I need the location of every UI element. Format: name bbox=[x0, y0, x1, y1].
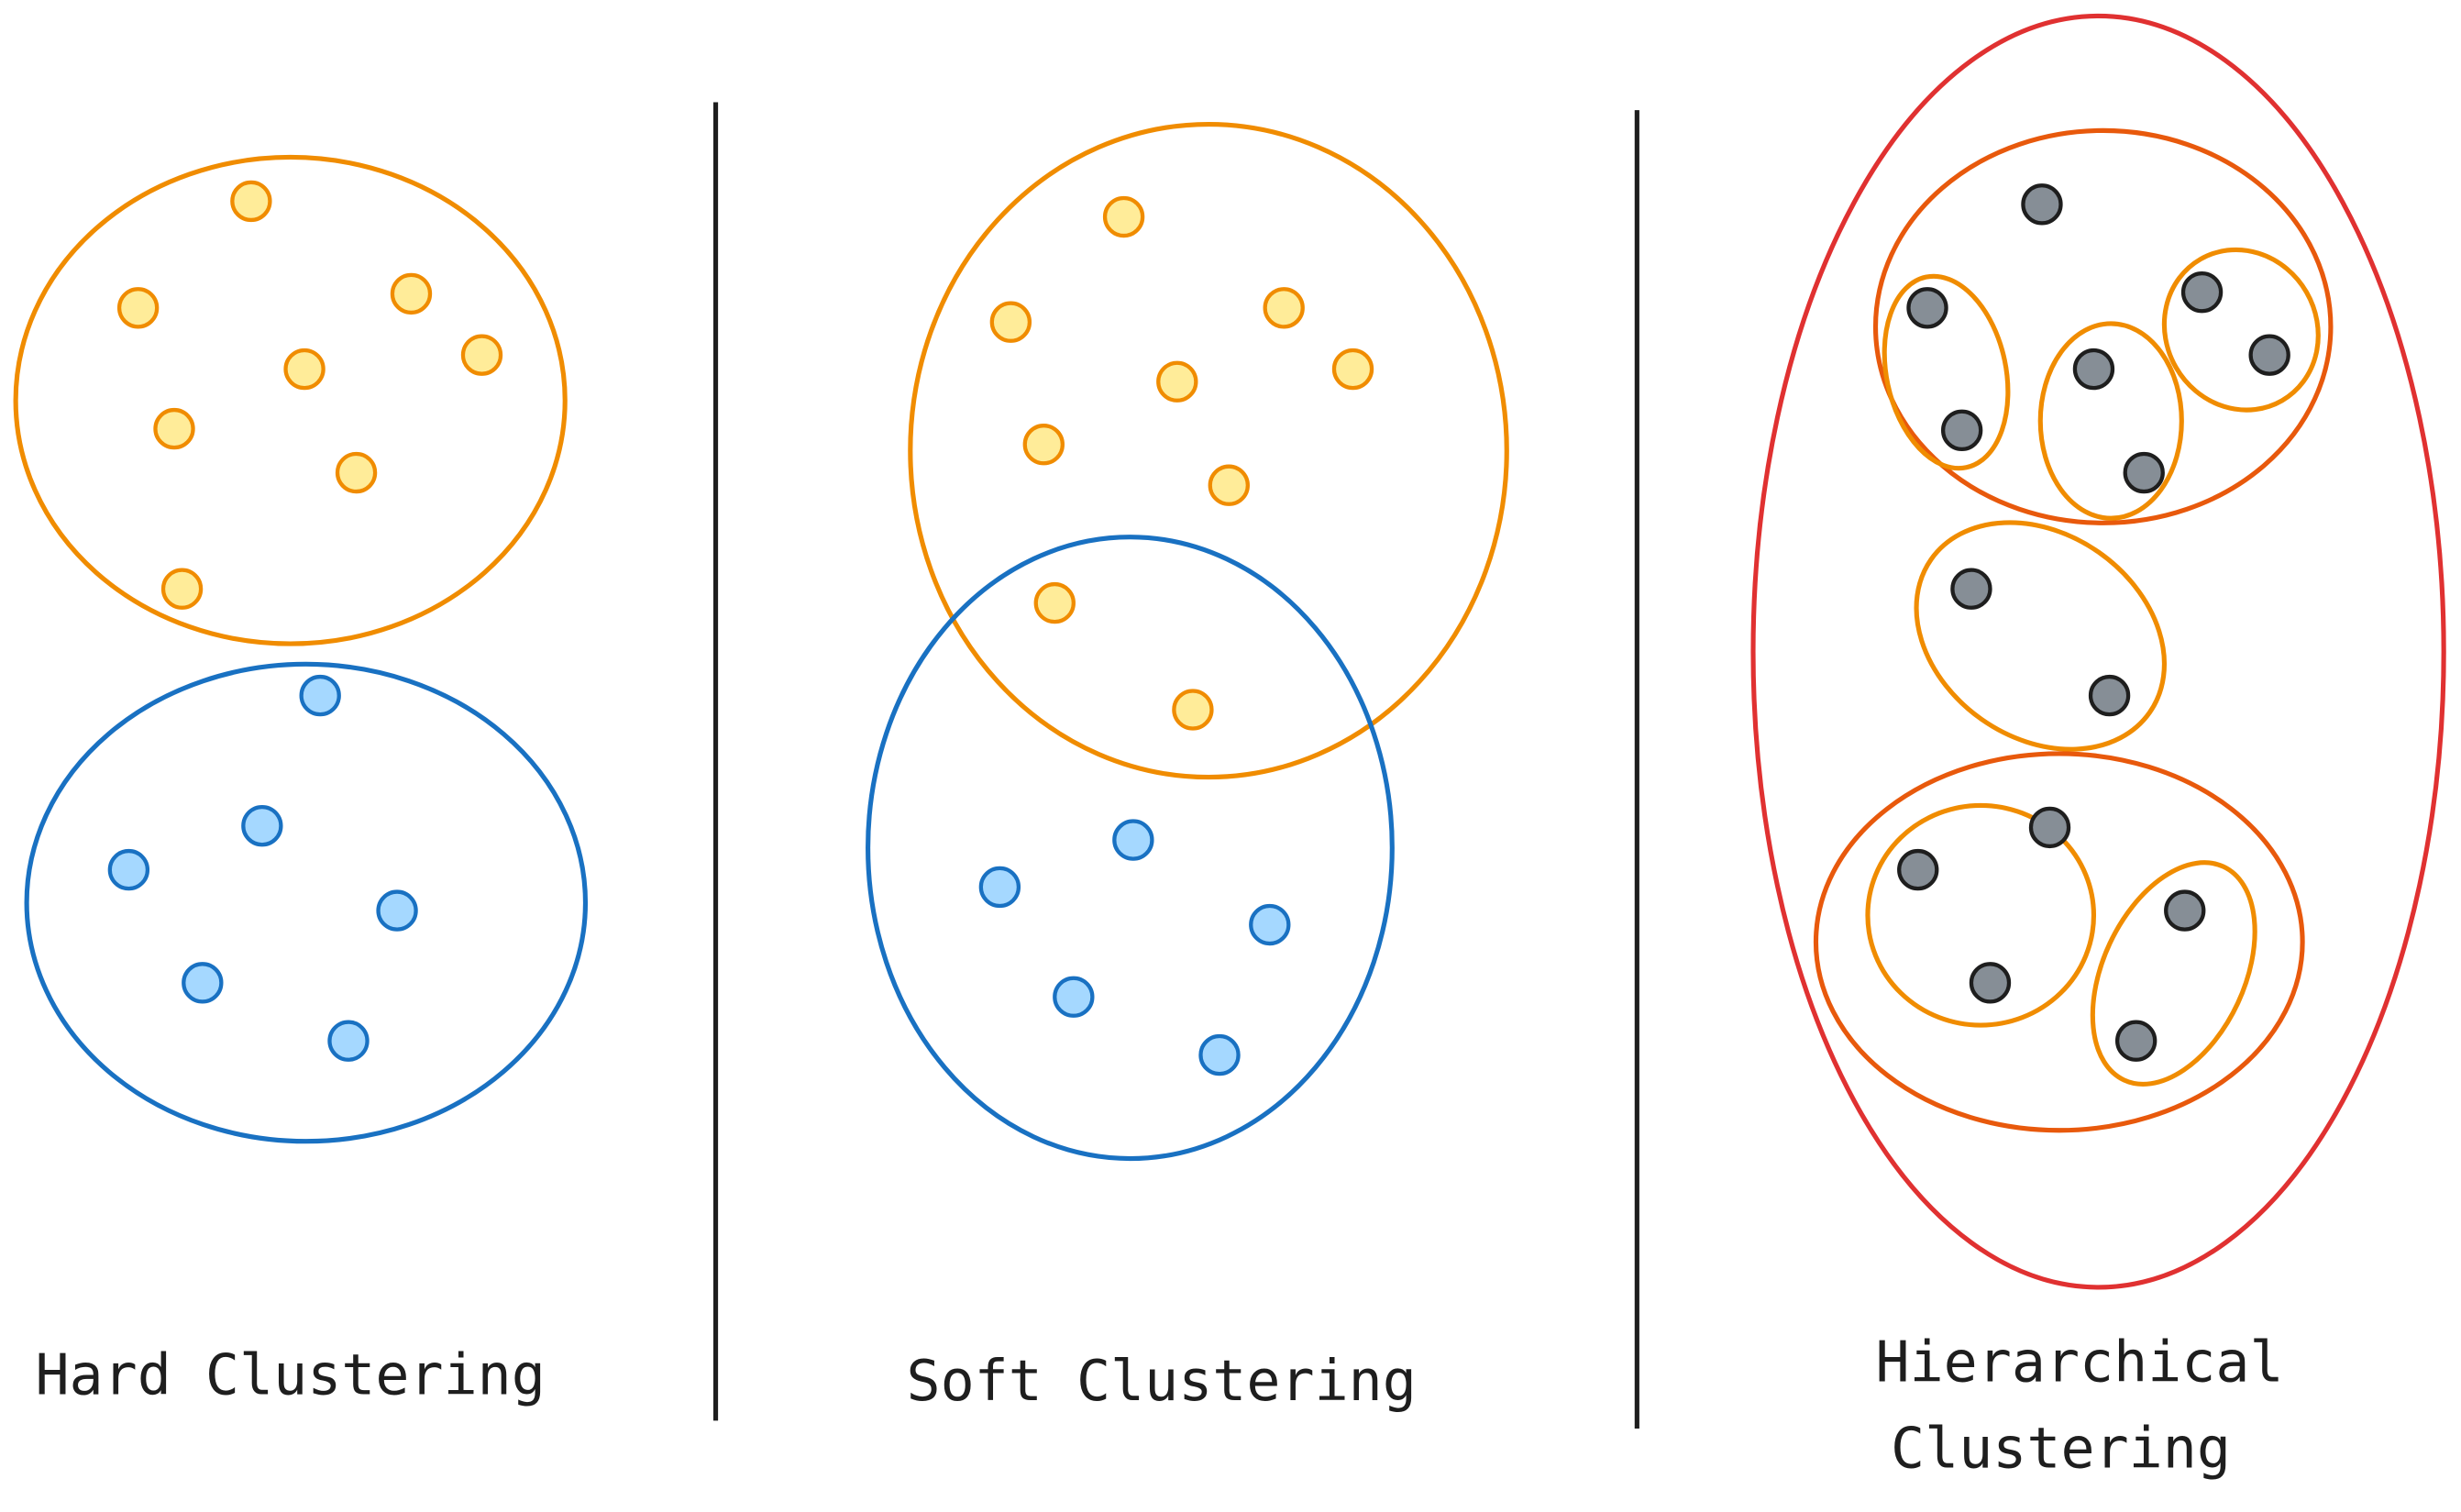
data-point bbox=[1172, 689, 1214, 731]
cluster-boundary bbox=[908, 121, 1509, 780]
data-point bbox=[1022, 424, 1065, 466]
data-point bbox=[1331, 348, 1374, 391]
data-point bbox=[978, 866, 1021, 909]
cluster-boundary bbox=[1882, 273, 2011, 471]
panel-label: Hard Clustering bbox=[35, 1341, 545, 1407]
data-point bbox=[1940, 409, 1983, 451]
data-point bbox=[2123, 451, 2165, 494]
panel-label: Clustering bbox=[1891, 1416, 2231, 1482]
data-point bbox=[1033, 581, 1076, 624]
data-point bbox=[390, 272, 433, 315]
cluster-boundary bbox=[24, 661, 589, 1144]
soft-clustering-panel: Soft Clustering bbox=[866, 121, 1509, 1414]
data-point bbox=[2164, 889, 2206, 932]
data-point bbox=[1897, 848, 1939, 891]
cluster-boundary bbox=[1865, 802, 2097, 1028]
data-point bbox=[327, 1020, 370, 1062]
points bbox=[1897, 183, 2290, 1062]
data-point bbox=[299, 674, 341, 717]
data-point bbox=[2180, 271, 2224, 314]
hierarchical-clustering-panel: Hierarchical Clustering bbox=[1750, 13, 2446, 1482]
cluster-boundary bbox=[1914, 520, 2168, 752]
data-point bbox=[182, 962, 224, 1004]
data-point bbox=[1198, 1033, 1241, 1076]
cluster-boundary bbox=[866, 535, 1395, 1162]
data-point bbox=[116, 287, 160, 329]
data-point bbox=[1906, 287, 1948, 329]
data-point bbox=[2028, 806, 2071, 849]
data-point bbox=[1249, 903, 1291, 946]
data-point bbox=[1156, 360, 1198, 403]
points bbox=[107, 180, 503, 1062]
data-point bbox=[241, 804, 283, 847]
cluster-boundary bbox=[2090, 860, 2257, 1087]
data-point bbox=[107, 848, 150, 891]
data-point bbox=[989, 301, 1032, 343]
hard-clustering-panel: Hard Clustering bbox=[13, 154, 589, 1407]
data-point bbox=[2021, 183, 2063, 226]
points bbox=[978, 195, 1374, 1076]
cluster-boundary bbox=[2161, 247, 2321, 413]
data-point bbox=[153, 407, 195, 450]
cluster-boundary bbox=[1872, 127, 2334, 525]
cluster-boundary bbox=[1750, 13, 2446, 1290]
cluster-boundary bbox=[2037, 321, 2184, 521]
data-point bbox=[1208, 464, 1250, 506]
data-point bbox=[2248, 334, 2290, 376]
data-point bbox=[1950, 568, 1992, 610]
data-point bbox=[2088, 674, 2131, 717]
cluster-boundary bbox=[13, 154, 568, 646]
data-point bbox=[1112, 819, 1154, 861]
panel-label: Soft Clustering bbox=[906, 1348, 1416, 1414]
data-point bbox=[160, 568, 204, 610]
data-point bbox=[335, 451, 378, 494]
data-point bbox=[230, 180, 272, 223]
data-point bbox=[1053, 976, 1095, 1018]
panel-label: Hierarchical bbox=[1875, 1330, 2283, 1396]
data-point bbox=[2072, 348, 2115, 391]
data-point bbox=[283, 348, 326, 391]
cluster-boundary bbox=[1813, 751, 2305, 1133]
data-point bbox=[1263, 287, 1305, 329]
data-point bbox=[1969, 962, 2012, 1004]
data-point bbox=[460, 334, 503, 376]
data-point bbox=[1102, 195, 1145, 238]
data-point bbox=[376, 889, 418, 932]
data-point bbox=[2114, 1020, 2158, 1062]
